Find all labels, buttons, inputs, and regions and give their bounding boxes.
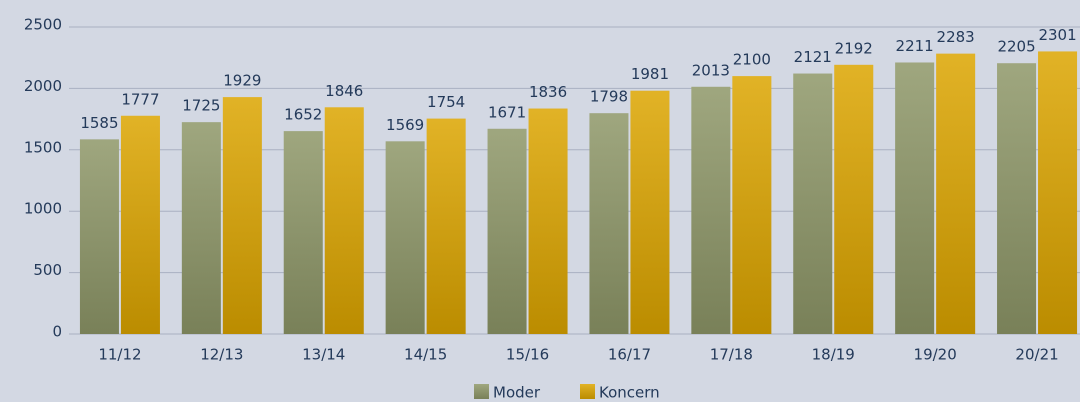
x-tick-label: 17/18 [710, 346, 753, 364]
x-tick-label: 12/13 [200, 346, 243, 364]
value-label: 1846 [325, 82, 363, 100]
value-label: 1929 [223, 72, 261, 90]
legend-label: Koncern [599, 384, 660, 402]
x-tick-label: 14/15 [404, 346, 447, 364]
value-label: 2121 [794, 48, 832, 66]
bar-shade [385, 141, 425, 334]
value-label: 2192 [835, 39, 873, 57]
value-label: 2301 [1038, 26, 1076, 44]
value-label: 1569 [386, 116, 424, 134]
y-tick-label: 1000 [24, 200, 62, 218]
bar-shade [630, 90, 670, 334]
bar-shade [181, 122, 221, 334]
value-label: 1671 [488, 103, 526, 121]
y-tick-label: 0 [52, 323, 62, 341]
x-tick-label: 19/20 [914, 346, 957, 364]
value-label: 2100 [733, 51, 771, 69]
value-label: 1836 [529, 83, 567, 101]
value-label: 1777 [121, 90, 159, 108]
bar-shade [834, 64, 874, 335]
value-label: 1754 [427, 93, 465, 111]
legend-swatch-shade [580, 384, 595, 399]
bar-shade [732, 76, 772, 335]
value-label: 1652 [284, 106, 322, 124]
bar-shade [222, 97, 262, 334]
x-tick-label: 20/21 [1015, 346, 1058, 364]
value-label: 1585 [80, 114, 118, 132]
bar-shade [528, 108, 568, 334]
value-label: 2013 [692, 61, 730, 79]
value-label: 2283 [937, 28, 975, 46]
bar-shade [487, 128, 527, 334]
bar-shade [691, 86, 731, 335]
value-label: 2211 [896, 37, 934, 55]
x-tick-label: 13/14 [302, 346, 345, 364]
x-tick-label: 18/19 [812, 346, 855, 364]
bar-shade [1038, 51, 1078, 335]
value-label: 1981 [631, 65, 669, 83]
x-tick-label: 15/16 [506, 346, 549, 364]
bar-shade [324, 107, 364, 334]
bar-shade [283, 131, 323, 334]
value-label: 1725 [182, 97, 220, 115]
y-tick-label: 2000 [24, 77, 62, 95]
bar-shade [936, 53, 976, 335]
legend-swatch-shade [474, 384, 489, 399]
y-tick-label: 2500 [24, 16, 62, 34]
value-label: 1798 [590, 88, 628, 106]
bar-shade [589, 113, 629, 334]
legend-label: Moder [493, 384, 541, 402]
value-label: 2205 [997, 38, 1035, 56]
bar-shade [997, 63, 1037, 334]
bar-shade [426, 118, 466, 335]
x-tick-label: 11/12 [98, 346, 141, 364]
y-tick-label: 1500 [24, 138, 62, 156]
y-tick-label: 500 [33, 261, 62, 279]
bar-shade [895, 62, 935, 335]
bar-shade [120, 115, 160, 335]
x-tick-label: 16/17 [608, 346, 651, 364]
bar-shade [793, 73, 833, 334]
bar-shade [79, 139, 119, 334]
